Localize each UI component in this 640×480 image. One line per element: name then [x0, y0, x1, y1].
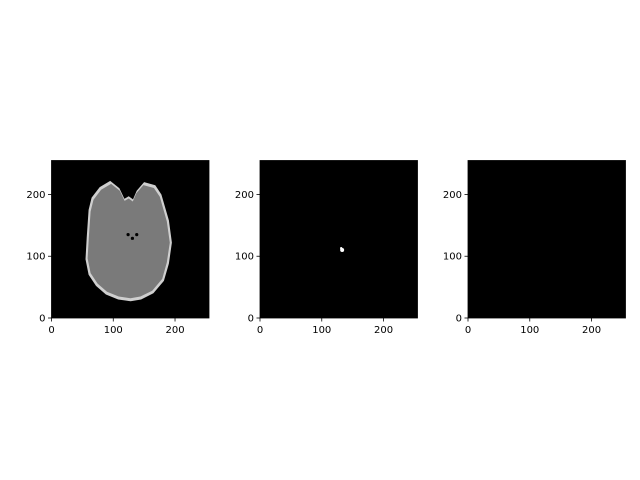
y-tick-label-0: 0	[248, 314, 254, 325]
y-tick-label-200: 200	[26, 190, 45, 201]
dark-spot-1	[126, 233, 130, 237]
x-tick-label-100: 100	[104, 325, 123, 336]
subplot-2: 0 100 200 0 100 200	[235, 160, 418, 336]
image-content	[85, 180, 172, 302]
y-tick-label-200: 200	[443, 190, 462, 201]
axes-frame	[467, 160, 626, 319]
x-tick-label-0: 0	[257, 325, 263, 336]
y-tick-label-200: 200	[235, 190, 254, 201]
y-tick-label-0: 0	[456, 314, 462, 325]
x-tick-label-100: 100	[312, 325, 331, 336]
x-tick-label-0: 0	[48, 325, 54, 336]
subplot-3: 0 100 200 0 100 200	[443, 160, 626, 336]
x-tick-label-100: 100	[520, 325, 539, 336]
image-background	[468, 160, 626, 318]
subplot-panels: 0 100 200 0 100 200 0 100 200 0 100 200 0 100 200 0 100 2…	[26, 160, 626, 336]
y-tick-label-0: 0	[39, 314, 45, 325]
anatomy-region	[87, 183, 170, 299]
axes-frame	[259, 160, 418, 319]
subplot-1: 0 100 200 0 100 200	[26, 160, 210, 336]
image-content	[340, 247, 345, 253]
x-tick-label-200: 200	[165, 325, 184, 336]
dark-spot-2	[135, 233, 139, 237]
y-tick-label-100: 100	[443, 252, 462, 263]
y-tick-label-100: 100	[235, 252, 254, 263]
axes-frame	[51, 160, 210, 319]
image-background	[260, 160, 418, 318]
x-tick-label-200: 200	[582, 325, 601, 336]
y-tick-label-100: 100	[26, 252, 45, 263]
dark-spot-3	[130, 236, 135, 240]
bright-spot-2	[340, 247, 343, 250]
x-tick-label-200: 200	[374, 325, 393, 336]
x-tick-label-0: 0	[465, 325, 471, 336]
